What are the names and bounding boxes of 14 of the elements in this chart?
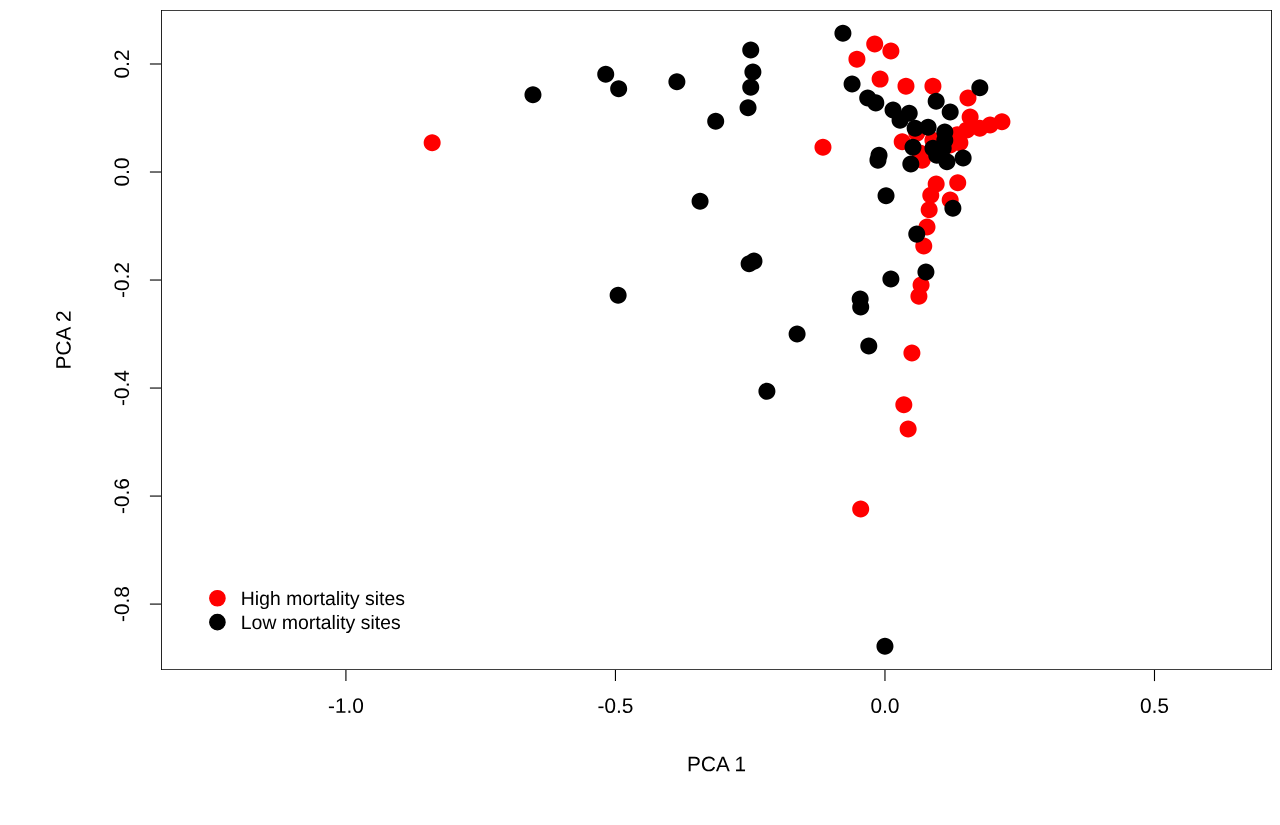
x-axis-title: PCA 1	[688, 756, 746, 772]
y-axis-title: PCA 2	[56, 311, 71, 368]
x-tick-label: -0.5	[598, 698, 633, 714]
y-tick-label: -0.6	[114, 479, 130, 514]
y-tick-label: -0.2	[114, 263, 130, 298]
y-tick-label: -0.8	[114, 587, 130, 622]
legend-label: High mortality sites	[242, 590, 405, 610]
y-tick-label: 0.2	[114, 50, 130, 78]
x-tick-label: 0.0	[871, 698, 899, 714]
y-tick-label: 0.0	[114, 158, 130, 186]
x-tick-label: 0.5	[1140, 698, 1169, 714]
y-tick-label: -0.4	[114, 370, 130, 406]
legend-label: Low mortality sites	[242, 614, 400, 634]
x-tick-label: -1.0	[328, 698, 364, 714]
